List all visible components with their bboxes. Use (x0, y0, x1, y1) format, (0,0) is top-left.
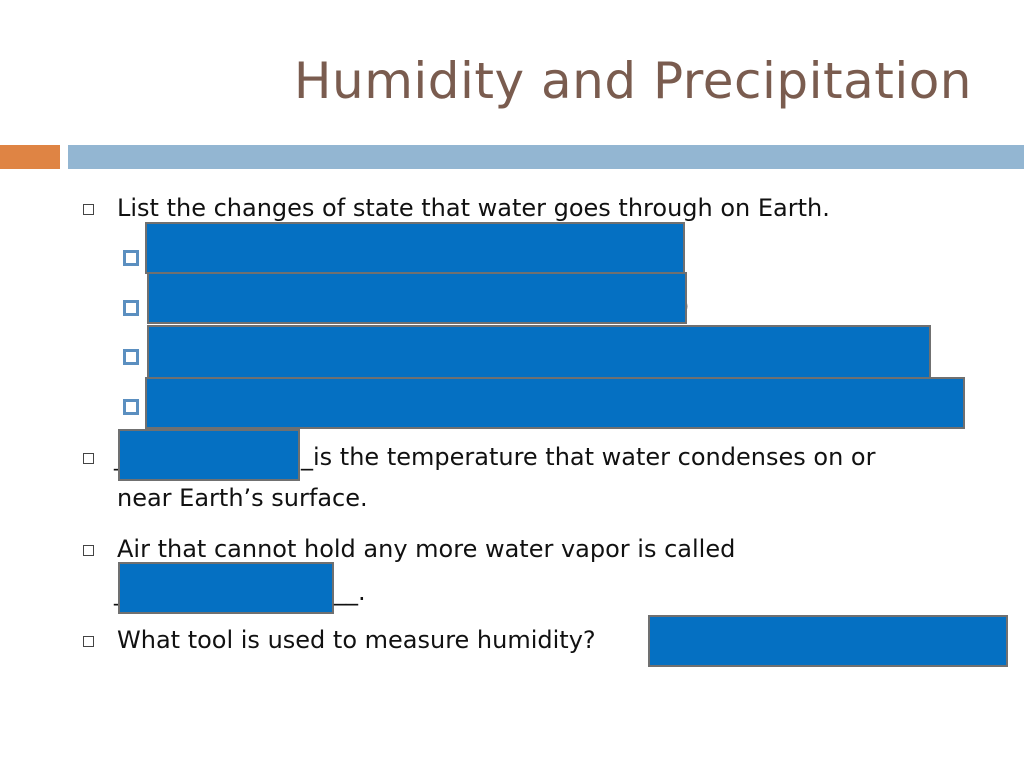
redaction-box (118, 429, 300, 481)
accent-bar-orange (0, 145, 60, 169)
bullet-text: List the changes of state that water goe… (117, 194, 830, 222)
sub-bullet-square-icon (123, 399, 139, 415)
sub-bullet-square-icon (123, 250, 139, 266)
bullet-square-icon (83, 453, 94, 464)
bullet-text-continued: near Earth’s surface. (117, 484, 368, 512)
bullet-square-icon (83, 545, 94, 556)
bullet-square-icon (83, 636, 94, 647)
redaction-box (145, 222, 685, 274)
redaction-box (147, 325, 931, 379)
bullet-text: Air that cannot hold any more water vapo… (117, 535, 736, 563)
slide-title: Humidity and Precipitation (293, 52, 972, 110)
bullet-text: _is the temperature that water condenses… (301, 443, 876, 471)
sub-bullet-square-icon (123, 300, 139, 316)
sub-bullet-square-icon (123, 349, 139, 365)
accent-bar-blue (68, 145, 1024, 169)
redaction-box (147, 272, 687, 324)
redaction-box (118, 562, 334, 614)
redaction-box (145, 377, 965, 429)
bullet-text: What tool is used to measure humidity? (117, 626, 596, 654)
bullet-text-continued: __. (334, 578, 366, 606)
redaction-box (648, 615, 1008, 667)
bullet-square-icon (83, 204, 94, 215)
